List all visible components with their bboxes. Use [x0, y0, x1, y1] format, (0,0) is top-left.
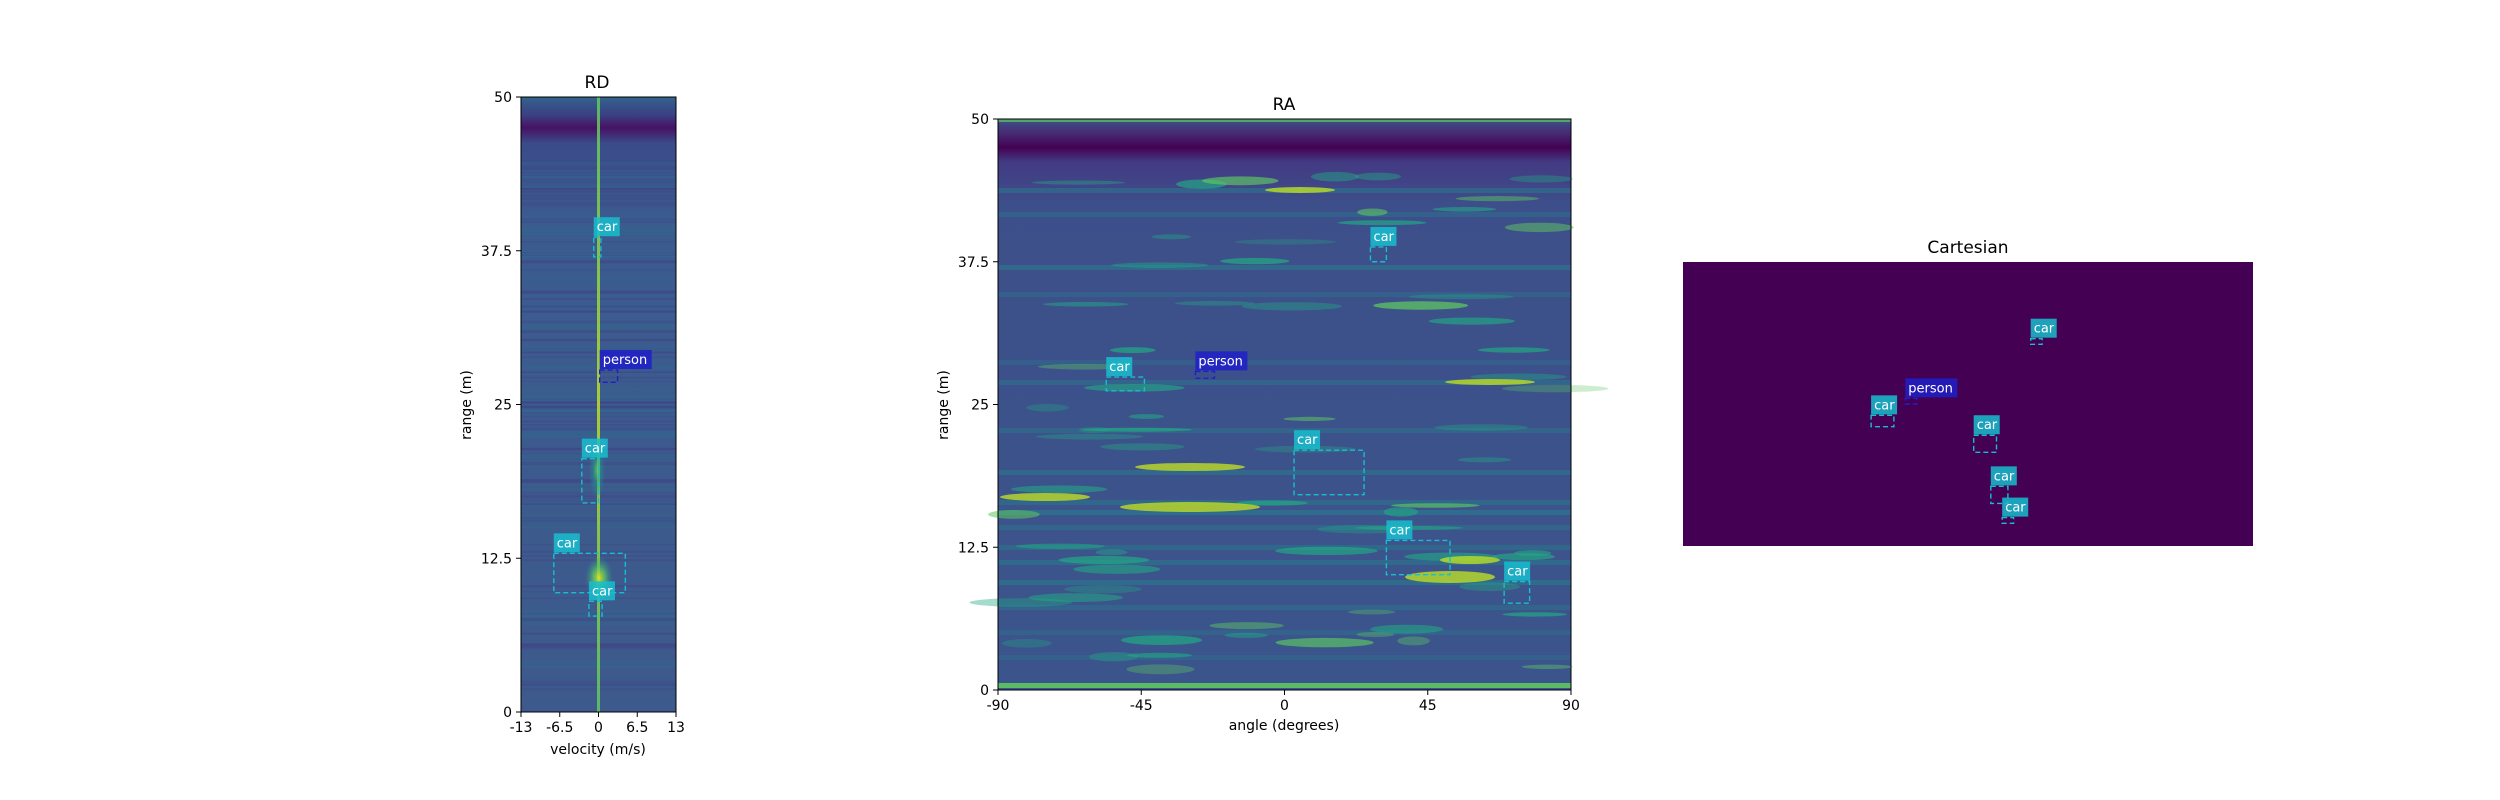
- rd-car-label: car: [592, 584, 613, 599]
- ra-car-label: car: [1109, 360, 1130, 375]
- rd-y-tick-label: 12.5: [481, 551, 512, 567]
- cartesian-car-label: car: [1994, 469, 2015, 484]
- rd-car-label: car: [597, 220, 618, 235]
- ra-y-tick-label: 12.5: [958, 540, 989, 556]
- cartesian-title: Cartesian: [1927, 238, 2008, 258]
- cartesian-map: [1683, 262, 2253, 546]
- rd-y-axis-label: range (m): [459, 370, 475, 440]
- ra-y-axis-label: range (m): [936, 370, 952, 440]
- ra-car-label: car: [1507, 565, 1528, 580]
- ra-y-tick-label: 50: [971, 112, 989, 128]
- ra-person-label: person: [1198, 354, 1243, 369]
- rd-x-tick-label: -6.5: [546, 720, 573, 736]
- ra-car-label: car: [1389, 523, 1410, 538]
- ra-panel: RA -90 -45 0 45 90 0 12.5 25 37.5 50 car person car…: [936, 95, 1608, 734]
- ra-y-tick-label: 0: [980, 683, 989, 699]
- cartesian-person-label: person: [1908, 381, 1953, 396]
- ra-x-tick-label: -90: [987, 698, 1010, 714]
- rd-title: RD: [585, 73, 610, 93]
- rd-y-tick-label: 25: [494, 398, 512, 414]
- ra-x-tick-label: 0: [1280, 698, 1289, 714]
- rd-car-label: car: [557, 536, 578, 551]
- rd-y-tick-label: 37.5: [481, 244, 512, 260]
- rd-x-axis-label: velocity (m/s): [550, 742, 646, 758]
- rd-x-tick-label: 13: [667, 720, 685, 736]
- ra-x-tick-label: 90: [1562, 698, 1580, 714]
- cartesian-car-label: car: [1977, 418, 1998, 433]
- cartesian-car-label: car: [2005, 501, 2026, 516]
- ra-title: RA: [1273, 95, 1296, 115]
- cartesian-car-label: car: [2034, 322, 2055, 337]
- ra-y-tick-label: 37.5: [958, 255, 989, 271]
- rd-y-tick-label: 50: [494, 90, 512, 106]
- rd-heatmap: [521, 97, 676, 712]
- cartesian-car-label: car: [1874, 398, 1895, 413]
- ra-heatmap: [970, 119, 1609, 690]
- rd-x-tick-label: -13: [510, 720, 533, 736]
- rd-y-tick-label: 0: [503, 705, 512, 721]
- rd-car-label: car: [585, 442, 606, 457]
- ra-car-label: car: [1297, 433, 1318, 448]
- cartesian-panel: Cartesian car person car car car car: [1683, 238, 2253, 546]
- ra-car-label: car: [1373, 230, 1394, 245]
- ra-x-tick-label: -45: [1130, 698, 1153, 714]
- rd-x-tick-label: 0: [594, 720, 603, 736]
- ra-x-tick-label: 45: [1419, 698, 1437, 714]
- ra-y-tick-label: 25: [971, 398, 989, 414]
- ra-x-axis-label: angle (degrees): [1229, 718, 1340, 734]
- rd-person-label: person: [603, 353, 648, 368]
- rd-x-tick-label: 6.5: [626, 720, 648, 736]
- rd-panel: RD -13 -6.5 0 6.5 13 0 12.5 25 37.5 50 car person c…: [459, 73, 685, 758]
